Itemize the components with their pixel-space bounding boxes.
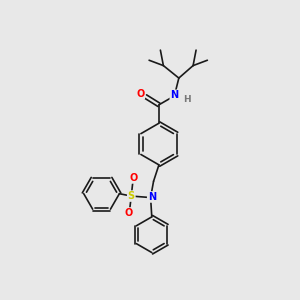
Text: O: O — [124, 208, 133, 218]
Text: O: O — [136, 88, 144, 98]
Text: O: O — [130, 173, 138, 183]
Text: S: S — [128, 191, 135, 201]
Text: H: H — [183, 95, 191, 104]
Text: N: N — [148, 192, 156, 202]
Text: N: N — [170, 90, 178, 100]
